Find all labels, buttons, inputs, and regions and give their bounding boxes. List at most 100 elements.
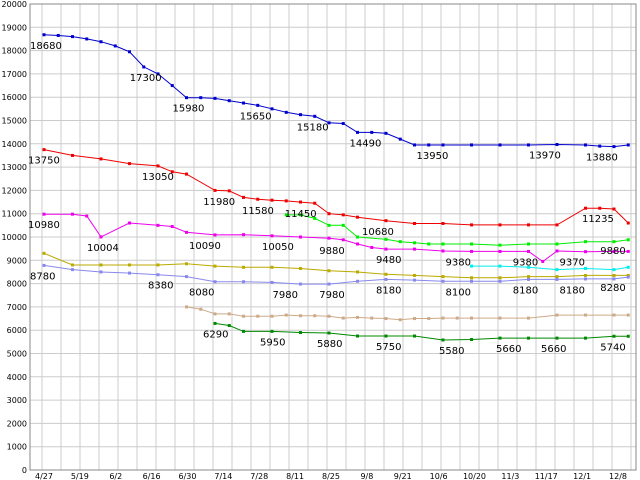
data-point [555,249,559,253]
data-point [527,242,530,246]
x-tick-label: 9/21 [394,472,412,480]
data-label: 8180 [560,285,585,296]
data-point [284,213,288,217]
x-tick-label: 10/6 [430,472,448,480]
data-point [384,317,388,321]
data-point [441,279,445,283]
data-label: 5580 [439,346,464,357]
data-point [299,235,302,239]
data-label: 8280 [600,283,625,294]
data-point [284,110,288,114]
data-point [42,33,46,37]
data-point [413,278,416,282]
data-point [270,280,274,284]
data-point [313,201,317,205]
data-point [441,242,445,246]
data-point [498,279,502,283]
data-point [612,268,616,272]
data-point [470,316,473,320]
data-point [356,315,359,319]
data-point [584,266,587,270]
data-point [256,103,260,107]
data-point [584,336,587,340]
data-point [370,316,374,320]
data-point [612,207,616,211]
data-point [313,114,317,118]
data-point [199,96,203,100]
data-label: 9880 [319,246,344,257]
data-point [598,206,602,210]
data-point [327,331,331,335]
data-point [113,44,117,48]
data-point [584,206,587,210]
data-point [384,219,388,223]
data-point [299,113,302,117]
x-tick-label: 10/20 [463,472,486,480]
data-label: 13880 [586,153,618,164]
x-tick-label: 12/1 [573,472,591,480]
data-label: 5660 [541,344,566,355]
data-point [185,305,188,309]
data-point [270,314,274,318]
data-point [242,280,245,284]
data-point [156,273,160,277]
data-point [527,316,530,320]
data-point [470,143,473,147]
data-point [413,143,416,147]
data-label: 14490 [350,138,382,149]
data-point [441,143,445,147]
data-point [313,216,317,220]
data-point [384,247,388,251]
series-1 [42,33,630,149]
data-point [370,245,374,249]
data-label: 5880 [317,339,342,350]
data-label: 8380 [148,281,173,292]
x-tick-label: 12/8 [609,472,627,480]
x-tick-label: 8/25 [322,472,340,480]
data-point [99,235,103,239]
data-point [413,221,416,225]
series-8 [185,305,630,322]
data-point [384,272,388,276]
y-tick-label: 20000 [2,0,27,9]
data-point [541,259,545,263]
data-point [270,329,274,333]
data-point [142,65,146,69]
data-label: 15980 [173,104,205,115]
series-line [286,214,629,246]
data-label: 13970 [529,150,561,161]
data-point [498,223,502,227]
series-4 [42,212,630,263]
data-point [584,240,587,244]
y-tick-label: 8000 [7,280,27,289]
data-point [242,101,245,105]
x-tick-label: 11/17 [535,472,558,480]
data-point [71,263,74,267]
data-point [384,131,388,135]
data-point [384,277,388,281]
data-point [626,143,630,147]
data-point [626,221,630,225]
data-label: 11450 [285,209,317,220]
data-point [128,263,131,267]
data-label: 7980 [319,290,344,301]
data-point [299,331,302,335]
data-label: 10050 [262,242,294,253]
data-point [327,314,331,318]
x-tick-label: 5/19 [71,472,89,480]
data-point [242,329,245,333]
data-point [71,268,74,272]
data-point [42,212,46,216]
data-label: 9380 [513,257,538,268]
y-tick-label: 19000 [2,23,27,32]
data-point [555,223,559,227]
data-point [341,223,345,227]
data-label: 9880 [600,246,625,257]
data-point [470,276,473,280]
data-point [299,213,302,217]
y-tick-label: 15000 [2,117,27,126]
data-point [227,324,231,328]
data-label: 13950 [417,151,449,162]
data-point [185,230,188,234]
